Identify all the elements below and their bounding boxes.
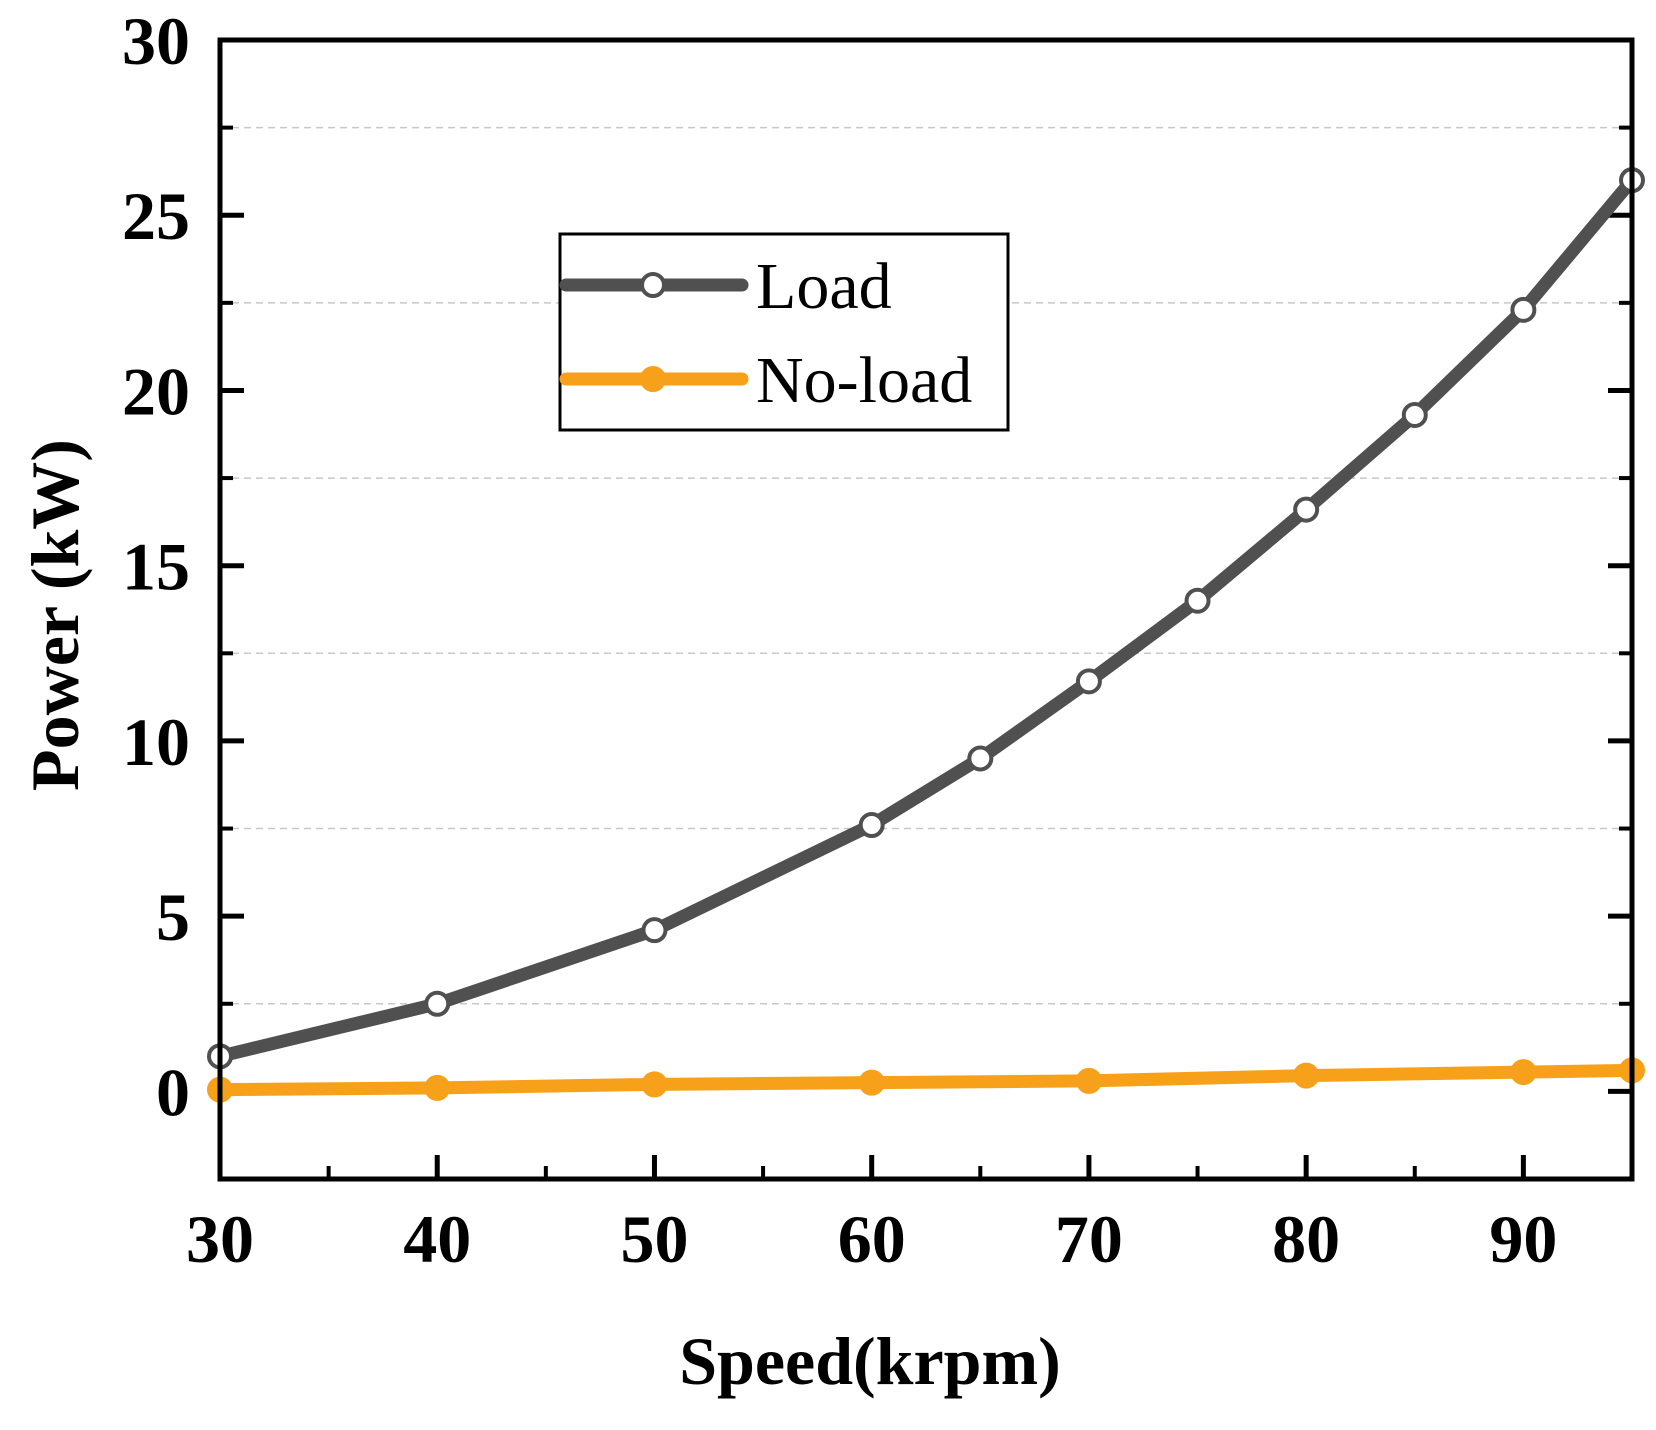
data-point-load [1184, 587, 1211, 614]
data-point-load [424, 990, 451, 1017]
data-point-no-load [1510, 1059, 1537, 1086]
x-tick-label: 60 [838, 1201, 906, 1277]
y-tick-label: 25 [122, 178, 190, 254]
legend: Load No-load [558, 232, 1010, 432]
y-tick-labels: 0 5 10 15 20 25 30 [122, 3, 190, 1130]
x-tick-label: 90 [1489, 1201, 1557, 1277]
y-tick-label: 10 [122, 704, 190, 780]
y-tick-label: 15 [122, 529, 190, 605]
data-point-load [1293, 496, 1320, 523]
legend-noload-marker [640, 366, 666, 392]
series-line-no-load [213, 1063, 1639, 1097]
data-point-no-load [1075, 1067, 1102, 1094]
x-tick-label: 30 [186, 1201, 254, 1277]
y-tick-label: 20 [122, 353, 190, 429]
data-point-load [641, 917, 668, 944]
y-axis-title: Power (kW) [17, 439, 93, 791]
data-point-load [1075, 668, 1102, 695]
data-point-load [1401, 401, 1428, 428]
plot-frame [217, 37, 1635, 1182]
data-point-load [967, 745, 994, 772]
grid-lines [220, 126, 1632, 1005]
legend-noload-label: No-load [756, 344, 972, 417]
data-point-no-load [424, 1074, 451, 1101]
y-tick-label: 5 [156, 879, 190, 955]
y-tick-label: 30 [122, 3, 190, 79]
data-point-load [858, 812, 885, 839]
data-point-no-load [1293, 1062, 1320, 1089]
x-axis-title: Speed(krpm) [679, 1323, 1061, 1399]
legend-box [558, 232, 1010, 432]
x-tick-label: 80 [1272, 1201, 1340, 1277]
data-point-no-load [641, 1071, 668, 1098]
x-tick-label: 50 [620, 1201, 688, 1277]
x-tick-label: 70 [1055, 1201, 1123, 1277]
data-series [207, 167, 1645, 1103]
legend-load-marker [640, 272, 666, 298]
legend-load-label: Load [756, 250, 892, 323]
x-tick-labels: 30 40 50 60 70 80 90 [186, 1201, 1557, 1277]
data-point-load [1510, 296, 1537, 323]
data-point-no-load [858, 1069, 885, 1096]
y-tick-label: 0 [156, 1054, 190, 1130]
x-tick-label: 40 [403, 1201, 471, 1277]
